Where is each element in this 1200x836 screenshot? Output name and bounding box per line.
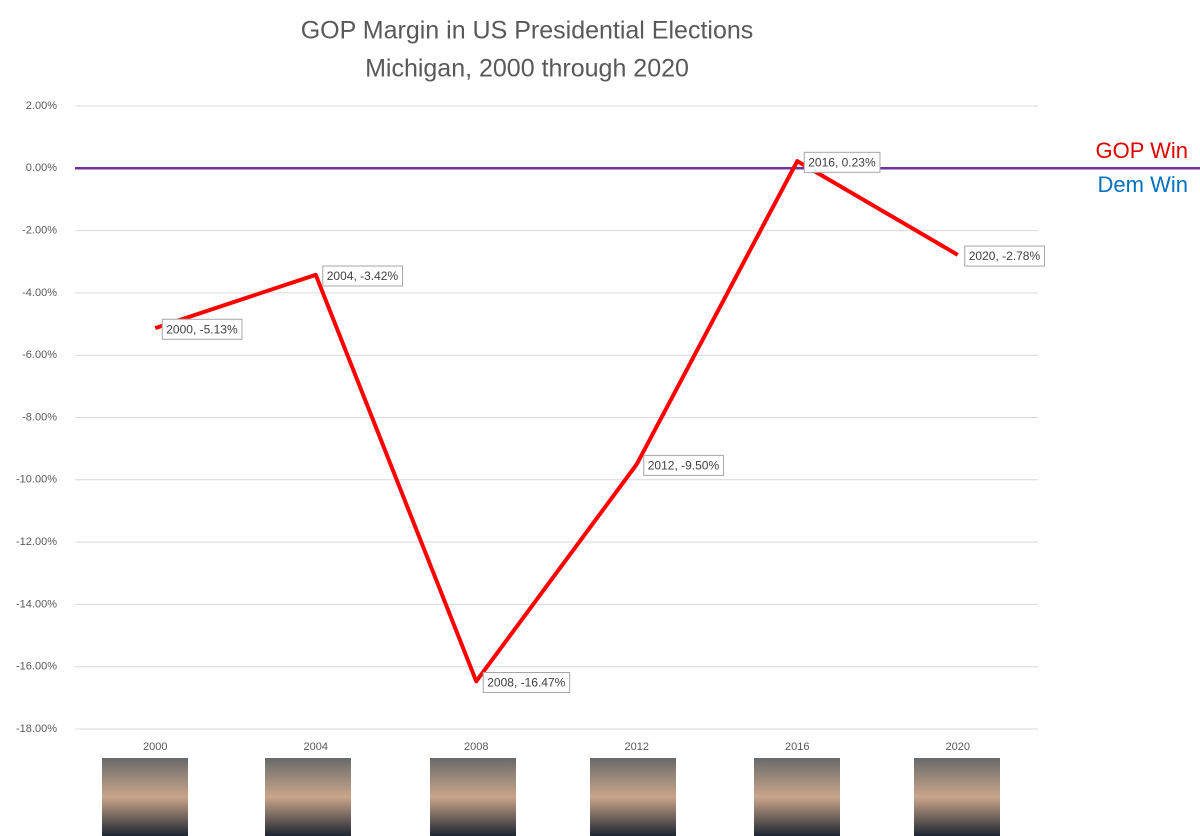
y-tick-label: 2.00% <box>26 100 57 112</box>
label-box <box>482 672 571 694</box>
y-tick-label: -10.00% <box>16 474 57 486</box>
annotation: Dem Win <box>1098 172 1188 197</box>
y-tick-label: -2.00% <box>22 225 57 237</box>
data-label-text: 2000, -5.13% <box>166 322 238 336</box>
annotation: GOP Win <box>1095 138 1188 163</box>
data-label: 2016, 0.23% <box>803 151 881 173</box>
photo <box>754 758 840 836</box>
photo <box>102 758 188 836</box>
data-label: 2004, -3.42% <box>322 265 403 287</box>
data-label: 2020, -2.78% <box>964 245 1045 267</box>
data-label: 2012, -9.50% <box>643 454 724 476</box>
data-line <box>154 159 959 684</box>
label-box <box>322 265 403 287</box>
y-tick-label: -4.00% <box>22 287 57 299</box>
y-tick-label: -8.00% <box>22 411 57 423</box>
x-tick-label: 2020 <box>946 741 970 753</box>
photo <box>265 758 351 836</box>
y-tick-label: -14.00% <box>16 598 57 610</box>
label-box <box>803 151 881 173</box>
data-label-text: 2004, -3.42% <box>327 269 399 283</box>
y-tick-label: 0.00% <box>26 162 57 174</box>
photos <box>102 758 1000 836</box>
label-box <box>964 245 1045 267</box>
data-label-text: 2016, 0.23% <box>808 155 876 169</box>
data-label-text: 2008, -16.47% <box>487 676 565 690</box>
data-label: 2000, -5.13% <box>161 318 243 340</box>
photo <box>430 758 516 836</box>
data-label: 2008, -16.47% <box>482 672 571 694</box>
x-tick-label: 2004 <box>304 741 328 753</box>
x-tick-label: 2016 <box>785 741 809 753</box>
y-tick-label: -16.00% <box>16 661 57 673</box>
x-tick-label: 2000 <box>143 741 167 753</box>
y-tick-label: -18.00% <box>16 723 57 735</box>
label-box <box>161 318 243 340</box>
x-tick-label: 2008 <box>464 741 488 753</box>
photo <box>914 758 1000 836</box>
chart-title: GOP Margin in US Presidential Elections <box>301 17 754 45</box>
x-tick-label: 2012 <box>625 741 649 753</box>
y-tick-label: -12.00% <box>16 536 57 548</box>
label-box <box>643 454 724 476</box>
chart-subtitle: Michigan, 2000 through 2020 <box>365 55 689 83</box>
data-label-text: 2020, -2.78% <box>969 249 1041 263</box>
y-tick-label: -6.00% <box>22 349 57 361</box>
photo <box>590 758 676 836</box>
data-label-text: 2012, -9.50% <box>648 458 720 472</box>
